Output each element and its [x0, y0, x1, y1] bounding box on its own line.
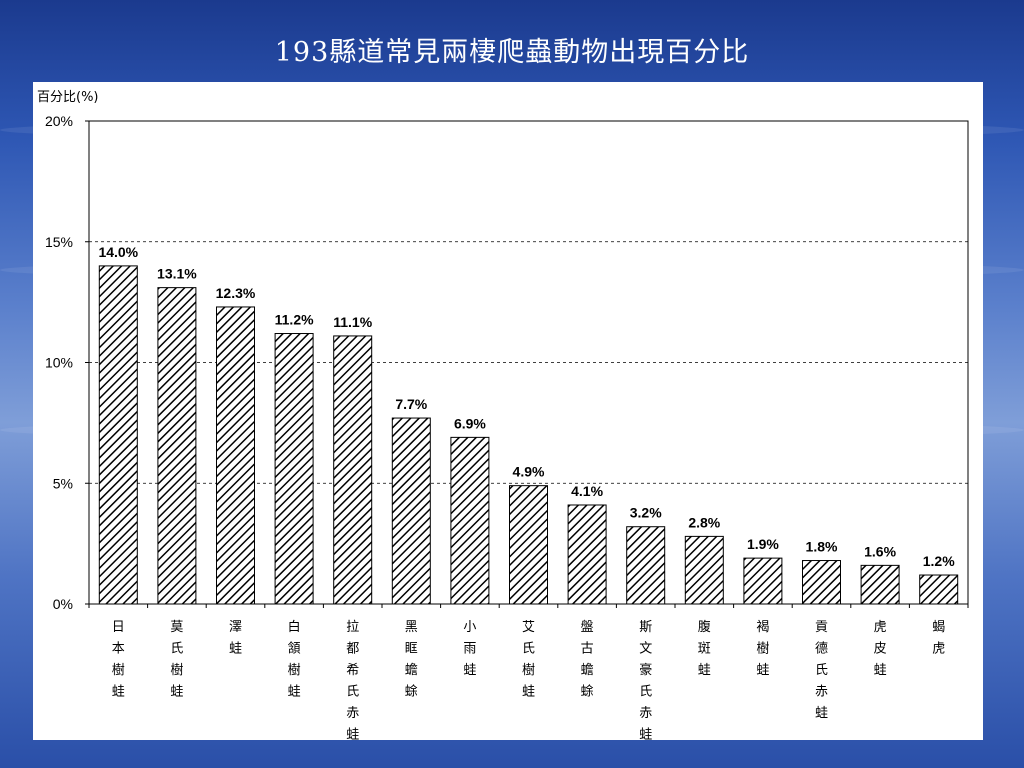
- data-label: 11.1%: [333, 314, 372, 330]
- data-label: 4.1%: [571, 483, 603, 499]
- bar: [626, 526, 666, 605]
- category-label: 虎皮蛙: [874, 620, 887, 678]
- y-tick-label: 0%: [53, 596, 73, 612]
- slide-title: 193縣道常見兩棲爬蟲動物出現百分比: [274, 37, 750, 68]
- data-label: 4.9%: [513, 464, 545, 480]
- data-label: 1.8%: [806, 539, 838, 555]
- bar: [860, 564, 900, 605]
- category-label: 小雨蛙: [463, 620, 476, 678]
- category-label: 斯文豪氏赤蛙: [639, 620, 652, 740]
- category-label: 褐樹蛙: [756, 620, 769, 678]
- bar: [743, 557, 783, 605]
- chart-panel: 百分比(%) 0% 5% 10% 15% 20% 14.0% 日本樹蛙 13.1% 莫氏樹蛙 12…: [33, 82, 983, 740]
- category-label: 拉都希氏赤蛙: [346, 620, 359, 740]
- category-label: 澤蛙: [229, 620, 242, 657]
- category-label: 黑眶蟾蜍: [405, 620, 418, 700]
- category-label: 腹斑蛙: [698, 619, 711, 678]
- bar-chart: 百分比(%) 0% 5% 10% 15% 20% 14.0% 日本樹蛙 13.1% 莫氏樹蛙 12…: [37, 90, 969, 740]
- category-label: 日本樹蛙: [112, 620, 125, 700]
- data-label: 6.9%: [454, 415, 486, 431]
- data-label: 1.2%: [923, 553, 955, 569]
- bar: [919, 574, 959, 605]
- category-label: 艾氏樹蛙: [522, 620, 535, 700]
- category-label: 盤古蟾蜍: [581, 620, 594, 700]
- bar: [157, 287, 197, 605]
- data-label: 12.3%: [216, 285, 256, 301]
- bar: [684, 535, 724, 605]
- y-tick-label: 20%: [45, 113, 73, 129]
- bar: [333, 335, 373, 605]
- bar: [450, 436, 490, 605]
- category-label: 白頷樹蛙: [288, 619, 301, 700]
- data-label: 1.9%: [747, 536, 779, 552]
- bar: [567, 504, 607, 605]
- bar: [98, 265, 138, 605]
- bar: [391, 417, 431, 605]
- data-label: 2.8%: [688, 514, 720, 530]
- data-label: 11.2%: [275, 312, 314, 328]
- data-label: 1.6%: [864, 543, 896, 559]
- bar: [509, 485, 548, 605]
- data-label: 7.7%: [395, 396, 427, 412]
- category-label: 蝎虎: [932, 620, 945, 657]
- data-label: 3.2%: [630, 505, 662, 521]
- y-tick-label: 15%: [45, 234, 73, 250]
- bar: [274, 333, 314, 605]
- y-axis-label: 百分比(%): [37, 90, 99, 105]
- data-label: 13.1%: [157, 266, 197, 282]
- category-label: 貢德氏赤蛙: [815, 620, 828, 721]
- y-tick-label: 10%: [45, 355, 73, 371]
- bar: [802, 560, 841, 605]
- data-label: 14.0%: [98, 244, 138, 260]
- y-tick-label: 5%: [53, 475, 73, 491]
- category-label: 莫氏樹蛙: [170, 620, 183, 700]
- bar: [216, 306, 255, 605]
